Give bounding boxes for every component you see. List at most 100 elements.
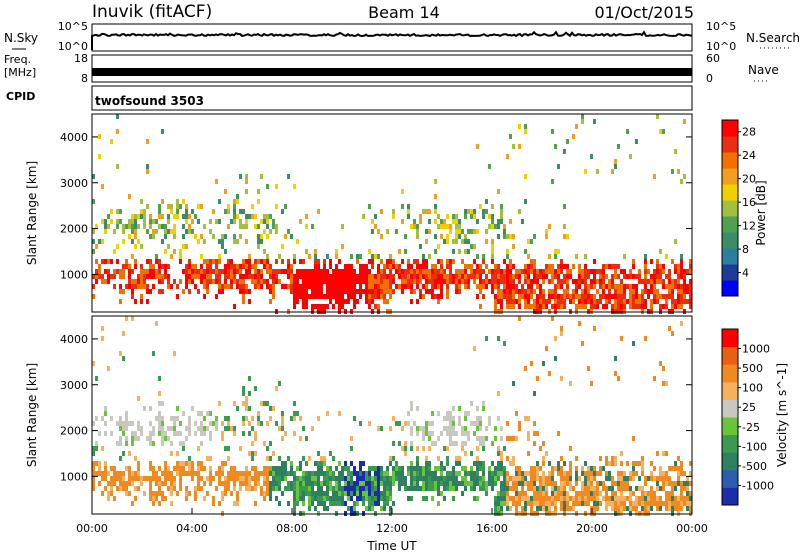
- range-gate-cell: [686, 476, 689, 481]
- range-gate-cell: [212, 269, 215, 274]
- range-gate-cell: [293, 289, 296, 294]
- range-gate-cell: [278, 466, 281, 471]
- range-gate-cell: [329, 466, 332, 471]
- range-gate-cell: [434, 219, 437, 224]
- range-gate-cell: [581, 486, 584, 491]
- range-gate-cell: [302, 491, 305, 496]
- range-gate-cell: [107, 274, 110, 279]
- range-gate-cell: [533, 431, 536, 436]
- range-gate-cell: [311, 476, 314, 481]
- range-gate-cell: [311, 471, 314, 476]
- range-gate-cell: [368, 204, 371, 209]
- range-gate-cell: [641, 304, 644, 309]
- range-gate-cell: [539, 491, 542, 496]
- range-gate-cell: [131, 476, 134, 481]
- range-gate-cell: [281, 269, 284, 274]
- range-gate-cell: [371, 294, 374, 299]
- range-gate-cell: [128, 274, 131, 279]
- range-gate-cell: [320, 289, 323, 294]
- range-gate-cell: [575, 476, 578, 481]
- range-gate-cell: [584, 486, 587, 491]
- range-gate-cell: [662, 294, 665, 299]
- colorbar-swatch: [722, 487, 738, 506]
- range-gate-cell: [341, 491, 344, 496]
- range-gate-cell: [284, 431, 287, 436]
- range-gate-cell: [515, 496, 518, 501]
- range-gate-cell: [197, 274, 200, 279]
- range-gate-cell: [650, 274, 653, 279]
- range-gate-cell: [218, 269, 221, 274]
- range-gate-cell: [341, 224, 344, 229]
- range-gate-cell: [407, 466, 410, 471]
- range-gate-cell: [125, 316, 128, 321]
- range-gate-cell: [263, 491, 266, 496]
- range-gate-cell: [314, 476, 317, 481]
- range-gate-cell: [215, 426, 218, 431]
- range-gate-cell: [359, 284, 362, 289]
- range-gate-cell: [377, 466, 380, 471]
- range-gate-cell: [140, 274, 143, 279]
- range-gate-cell: [386, 284, 389, 289]
- range-gate-cell: [554, 269, 557, 274]
- range-gate-cell: [182, 471, 185, 476]
- range-gate-cell: [668, 491, 671, 496]
- range-gate-cell: [500, 209, 503, 214]
- range-gate-cell: [557, 264, 560, 269]
- range-gate-cell: [542, 289, 545, 294]
- range-gate-cell: [587, 471, 590, 476]
- range-gate-cell: [272, 466, 275, 471]
- range-gate-cell: [617, 481, 620, 486]
- range-gate-cell: [251, 426, 254, 431]
- range-gate-cell: [668, 294, 671, 299]
- range-gate-cell: [458, 234, 461, 239]
- range-gate-cell: [398, 441, 401, 446]
- range-gate-cell: [239, 289, 242, 294]
- range-gate-cell: [596, 269, 599, 274]
- range-gate-cell: [167, 471, 170, 476]
- range-gate-cell: [338, 304, 341, 309]
- range-gate-cell: [566, 284, 569, 289]
- range-gate-cell: [320, 461, 323, 466]
- range-gate-cell: [500, 299, 503, 304]
- range-gate-cell: [392, 471, 395, 476]
- range-gate-cell: [296, 274, 299, 279]
- range-gate-cell: [293, 486, 296, 491]
- range-gate-cell: [395, 264, 398, 269]
- range-gate-cell: [680, 254, 683, 259]
- range-gate-cell: [455, 279, 458, 284]
- range-gate-cell: [236, 476, 239, 481]
- range-gate-cell: [638, 304, 641, 309]
- range-gate-cell: [95, 441, 98, 446]
- range-gate-cell: [653, 376, 656, 381]
- range-gate-cell: [200, 476, 203, 481]
- range-gate-cell: [479, 264, 482, 269]
- range-gate-cell: [419, 466, 422, 471]
- range-gate-cell: [572, 134, 575, 139]
- range-gate-cell: [332, 491, 335, 496]
- range-gate-cell: [578, 304, 581, 309]
- range-gate-cell: [386, 289, 389, 294]
- range-gate-cell: [527, 299, 530, 304]
- range-gate-cell: [149, 224, 152, 229]
- range-gate-cell: [350, 436, 353, 441]
- range-gate-cell: [518, 144, 521, 149]
- range-gate-cell: [326, 294, 329, 299]
- range-gate-cell: [218, 466, 221, 471]
- range-gate-cell: [158, 289, 161, 294]
- range-gate-cell: [590, 279, 593, 284]
- range-gate-cell: [683, 299, 686, 304]
- range-gate-cell: [305, 214, 308, 219]
- range-gate-cell: [110, 431, 113, 436]
- range-gate-cell: [230, 491, 233, 496]
- range-gate-cell: [485, 199, 488, 204]
- range-gate-cell: [347, 491, 350, 496]
- range-gate-cell: [545, 486, 548, 491]
- range-gate-cell: [266, 491, 269, 496]
- range-gate-cell: [404, 284, 407, 289]
- range-gate-cell: [632, 476, 635, 481]
- range-gate-cell: [419, 476, 422, 481]
- range-gate-cell: [158, 204, 161, 209]
- range-gate-cell: [506, 154, 509, 159]
- range-gate-cell: [131, 219, 134, 224]
- range-gate-cell: [227, 486, 230, 491]
